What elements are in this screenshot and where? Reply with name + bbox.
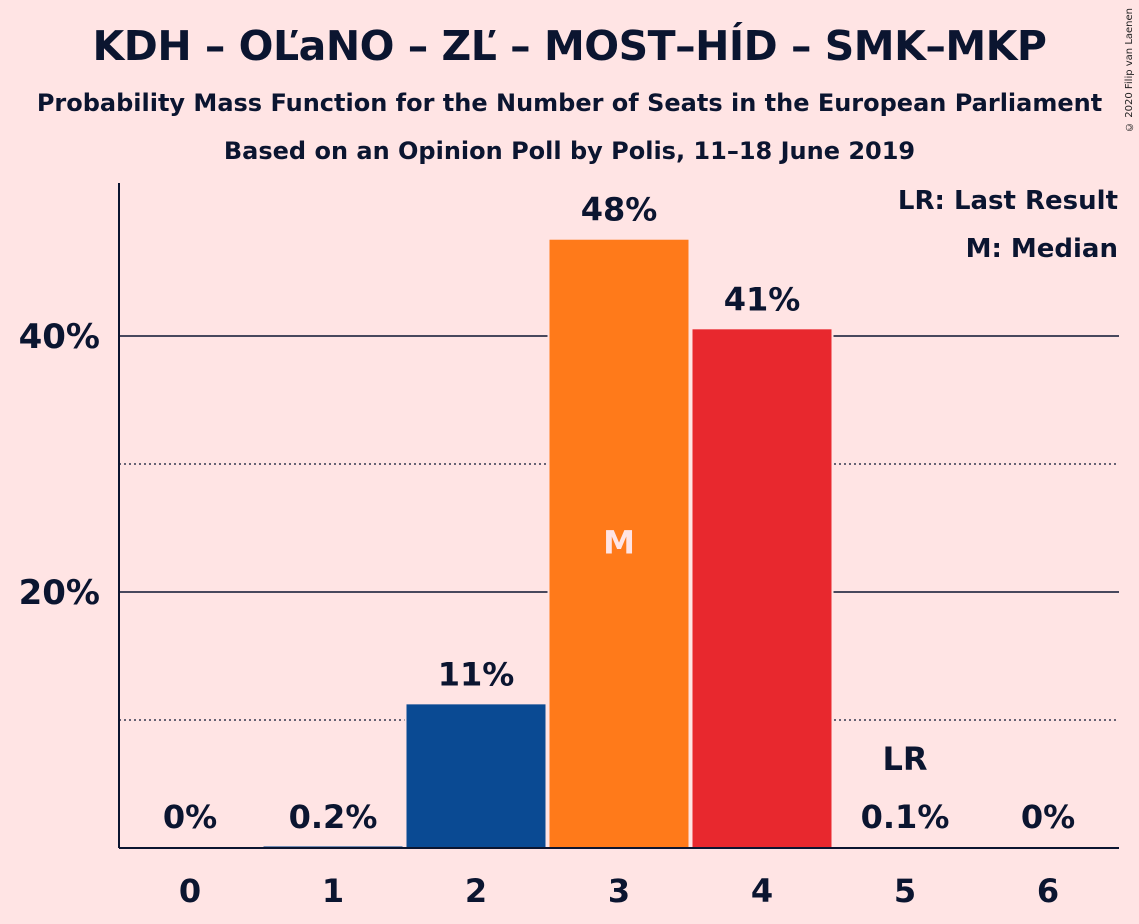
x-tick-label: 0 — [179, 872, 201, 910]
data-label: 0% — [163, 798, 217, 836]
x-tick-label: 5 — [894, 872, 916, 910]
data-label: 0.2% — [289, 798, 378, 836]
data-label: 0.1% — [861, 798, 950, 836]
bar — [690, 327, 834, 849]
axes: 0 1 2 3 4 5 6 — [118, 183, 1119, 910]
y-tick-label: 40% — [19, 317, 100, 357]
legend-entry: LR: Last Result — [898, 186, 1118, 216]
median-marker: M — [603, 523, 635, 561]
legend-entry: M: Median — [966, 234, 1118, 264]
data-label: 48% — [581, 191, 658, 229]
legend: LR: Last Result M: Median — [898, 186, 1118, 264]
data-label: 41% — [724, 280, 801, 318]
x-tick-label: 4 — [751, 872, 773, 910]
bar — [404, 702, 548, 849]
chart-title: KDH – OĽaNO – ZĽ – MOST–HÍD – SMK–MKP — [92, 22, 1047, 70]
value-labels: 0% 0.2% 11% 48% 41% 0.1% 0% M LR — [163, 191, 1075, 836]
y-tick-label: 20% — [19, 573, 100, 613]
x-tick-label: 1 — [322, 872, 344, 910]
bars — [261, 237, 977, 850]
chart-subtitle-source: Based on an Opinion Poll by Polis, 11–18… — [223, 137, 916, 165]
data-label: 11% — [438, 655, 515, 693]
data-label: 0% — [1021, 798, 1075, 836]
bar — [547, 237, 691, 850]
x-tick-label: 6 — [1037, 872, 1059, 910]
x-tick-label: 2 — [465, 872, 487, 910]
chart-subtitle: Probability Mass Function for the Number… — [36, 89, 1103, 117]
last-result-marker: LR — [882, 740, 927, 778]
x-tick-label: 3 — [608, 872, 630, 910]
